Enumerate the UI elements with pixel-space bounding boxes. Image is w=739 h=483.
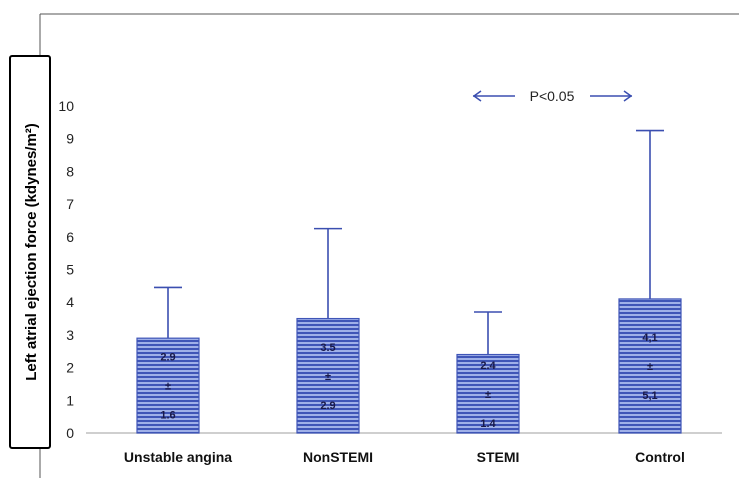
y-tick-label: 7 [66,196,74,212]
bar-data-label: 1.4 [480,418,496,430]
category-label: NonSTEMI [303,449,373,465]
bar-data-label: 2.9 [320,400,335,412]
significance-annotation: P<0.05 [472,88,633,104]
category-label: STEMI [477,449,520,465]
bar-data-label: 1.6 [160,410,175,422]
category-label: Unstable angina [124,449,232,465]
category-label: Control [635,449,685,465]
bar-data-label: ± [325,371,331,383]
annotation-text: P<0.05 [530,88,575,104]
bar-data-label: ± [165,381,171,393]
category-labels: Unstable angina NonSTEMI STEMI Control [124,449,685,465]
bar-data-label: 3.5 [320,342,335,354]
bar-data-label: 2.9 [160,352,175,364]
bar-data-label: 4,1 [642,332,657,344]
y-tick-label: 1 [66,392,74,408]
y-tick-label: 0 [66,425,74,441]
y-tick-label: 3 [66,327,74,343]
bar [456,353,520,434]
bar [136,337,200,434]
y-tick-label: 9 [66,131,74,147]
annotation-left-arrowhead [472,90,482,102]
y-tick-label: 10 [58,98,74,114]
bar [296,317,360,434]
bar-data-label: 2.4 [480,360,496,372]
bars-group: 2.9 ±1.6 3.5 ±2.9 2.4 ±1.4 4,1 ±5,1 [136,129,682,434]
annotation-right-arrowhead [623,90,633,102]
bar-data-label: ± [485,389,491,401]
y-tick-label: 4 [66,294,74,310]
bar [618,298,682,434]
y-tick-label: 6 [66,229,74,245]
y-axis-title-box [9,55,51,449]
y-tick-labels: 0 1 2 3 4 5 6 7 8 9 10 [58,98,74,441]
y-tick-label: 2 [66,360,74,376]
y-axis-title: Left atrial ejection force (kdynes/m²) [23,123,40,381]
y-tick-label: 5 [66,262,74,278]
bar-data-label: 5,1 [642,390,657,402]
y-tick-label: 8 [66,163,74,179]
bar-data-label: ± [647,361,653,373]
